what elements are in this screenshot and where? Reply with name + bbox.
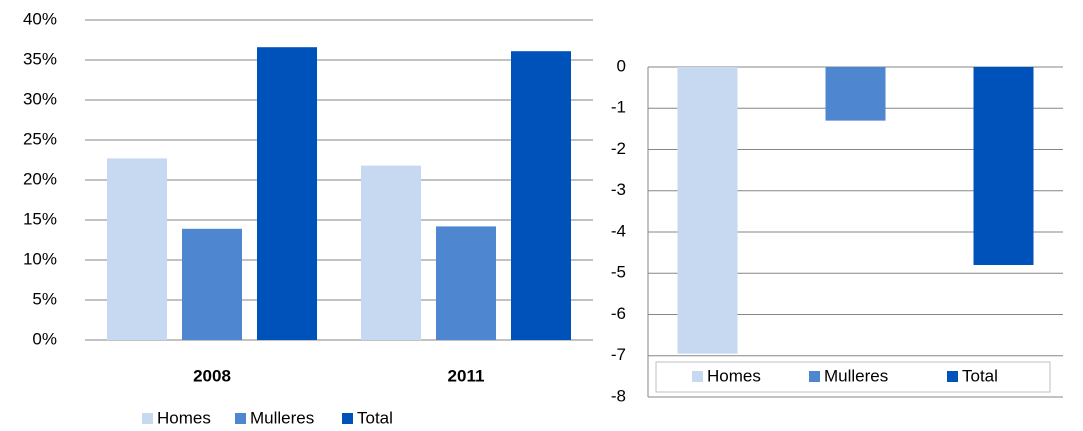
bar <box>511 51 571 340</box>
y-tick-label: 0 <box>617 56 626 75</box>
y-tick-label: 10% <box>23 249 57 268</box>
bar <box>107 158 167 340</box>
x-tick-label: 2011 <box>448 366 485 385</box>
y-tick-label: -6 <box>611 304 626 323</box>
legend-label: Homes <box>707 366 761 385</box>
y-tick-label: 35% <box>23 49 57 68</box>
y-tick-label: -2 <box>611 139 626 158</box>
bar <box>257 47 317 340</box>
legend-swatch <box>142 413 153 424</box>
y-tick-label: 40% <box>23 9 57 28</box>
y-tick-label: -8 <box>611 386 626 405</box>
legend-box <box>655 361 1051 393</box>
bar <box>825 67 886 121</box>
legend-label: Total <box>357 408 393 427</box>
y-tick-label: -3 <box>611 180 626 199</box>
bar <box>361 165 421 340</box>
legend-label: Total <box>962 366 998 385</box>
bar <box>677 67 738 354</box>
y-tick-label: 0% <box>32 329 57 348</box>
y-tick-label: -5 <box>611 263 626 282</box>
legend-swatch <box>235 413 246 424</box>
y-tick-label: 5% <box>32 289 57 308</box>
y-tick-label: -7 <box>611 345 626 364</box>
legend-swatch <box>692 371 703 382</box>
legend-swatch <box>809 371 820 382</box>
y-tick-label: 25% <box>23 129 57 148</box>
bar <box>436 226 496 340</box>
bar <box>973 67 1034 265</box>
y-tick-label: 30% <box>23 89 57 108</box>
legend-label: Mulleres <box>250 408 314 427</box>
bar <box>182 228 242 340</box>
legend-swatch <box>342 413 353 424</box>
x-tick-label: 2008 <box>193 366 231 385</box>
legend-label: Mulleres <box>824 366 888 385</box>
y-tick-label: -4 <box>611 221 626 240</box>
legend-swatch <box>947 371 958 382</box>
legend-label: Homes <box>157 408 211 427</box>
y-tick-label: -1 <box>611 98 626 117</box>
y-tick-label: 20% <box>23 169 57 188</box>
y-tick-label: 15% <box>23 209 57 228</box>
